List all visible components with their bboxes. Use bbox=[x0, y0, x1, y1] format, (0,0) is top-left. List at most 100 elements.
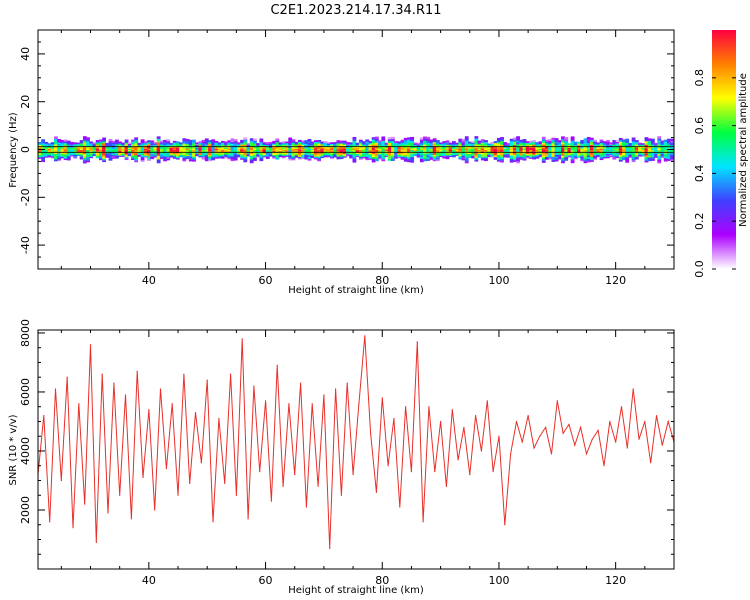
heatmap-cell bbox=[618, 141, 623, 144]
heatmap-cell bbox=[538, 143, 543, 146]
heatmap-cell bbox=[525, 156, 530, 159]
snr-data-point bbox=[84, 503, 86, 505]
heatmap-cell bbox=[487, 150, 492, 153]
heatmap-cell bbox=[368, 149, 373, 152]
heatmap-cell bbox=[397, 144, 402, 147]
heatmap-cell bbox=[551, 159, 556, 162]
heatmap-cell bbox=[634, 144, 639, 147]
heatmap-cell bbox=[400, 157, 405, 160]
heatmap-cell bbox=[474, 143, 479, 147]
heatmap-cell bbox=[230, 138, 235, 141]
heatmap-cell bbox=[182, 141, 187, 144]
heatmap-cell bbox=[108, 149, 113, 152]
snr-data-point bbox=[288, 403, 290, 405]
heatmap-cell bbox=[41, 152, 46, 156]
heatmap-cell bbox=[506, 147, 511, 150]
heatmap-cell bbox=[230, 158, 235, 162]
heatmap-cell bbox=[525, 141, 530, 143]
heatmap-cell bbox=[272, 149, 277, 152]
heatmap-cell bbox=[589, 146, 594, 149]
heatmap-cell bbox=[140, 152, 145, 156]
colorbar-tick-label: 0.4 bbox=[693, 165, 706, 183]
heatmap-cell bbox=[529, 154, 533, 157]
snr-data-point bbox=[165, 468, 167, 470]
heatmap-cell bbox=[220, 155, 225, 158]
heatmap-cell bbox=[140, 159, 145, 163]
heatmap-cell bbox=[346, 144, 350, 146]
snr-data-point bbox=[43, 414, 45, 417]
heatmap-cell bbox=[378, 141, 382, 144]
heatmap-cell bbox=[413, 148, 418, 151]
heatmap-cell bbox=[407, 147, 411, 151]
heatmap-cell bbox=[503, 148, 508, 151]
heatmap-cell bbox=[593, 152, 597, 155]
heatmap-cell bbox=[111, 155, 116, 158]
heatmap-cell bbox=[368, 142, 373, 145]
snr-data-point bbox=[282, 485, 284, 487]
heatmap-cell bbox=[442, 155, 447, 158]
snr-data-point bbox=[650, 462, 652, 464]
heatmap-cell bbox=[631, 137, 636, 140]
heatmap-cell bbox=[54, 153, 58, 156]
heatmap-cell bbox=[259, 155, 264, 158]
heatmap-cell bbox=[269, 153, 273, 156]
heatmap-cell bbox=[641, 153, 646, 156]
heatmap-cell bbox=[44, 154, 49, 157]
heatmap-cell bbox=[451, 142, 456, 145]
heatmap-cell bbox=[182, 149, 187, 152]
heatmap-cell bbox=[233, 145, 238, 148]
heatmap-cell bbox=[548, 144, 553, 148]
heatmap-cell bbox=[349, 148, 354, 151]
heatmap-cell bbox=[525, 153, 530, 155]
heatmap-cell bbox=[551, 156, 556, 159]
heatmap-cell bbox=[339, 146, 344, 149]
heatmap-cell bbox=[413, 149, 418, 152]
heatmap-cell bbox=[423, 143, 427, 147]
heatmap-cell bbox=[654, 147, 658, 149]
heatmap-cell bbox=[285, 147, 289, 149]
heatmap-cell bbox=[381, 138, 386, 141]
heatmap-cell bbox=[554, 156, 559, 159]
heatmap-cell bbox=[320, 152, 325, 155]
heatmap-cell bbox=[593, 156, 597, 159]
heatmap-cell bbox=[365, 157, 370, 161]
heatmap-cell bbox=[634, 146, 639, 149]
heatmap-cell bbox=[554, 147, 559, 151]
heatmap-cell bbox=[185, 145, 190, 148]
heatmap-cell bbox=[477, 143, 482, 146]
heatmap-cell bbox=[593, 146, 597, 149]
heatmap-cell bbox=[169, 148, 174, 151]
heatmap-cell bbox=[262, 143, 267, 145]
heatmap-cell bbox=[243, 152, 248, 156]
heatmap-cell bbox=[89, 148, 94, 151]
heatmap-cell bbox=[419, 156, 424, 159]
heatmap-cell bbox=[625, 144, 630, 147]
heatmap-cell bbox=[551, 146, 556, 149]
heatmap-cell bbox=[548, 140, 553, 143]
heatmap-cell bbox=[374, 147, 379, 151]
heatmap-cell bbox=[522, 146, 527, 149]
heatmap-cell bbox=[580, 155, 585, 159]
heatmap-cell bbox=[410, 149, 415, 152]
heatmap-cell bbox=[493, 153, 498, 156]
heatmap-cell bbox=[240, 149, 244, 152]
heatmap-cell bbox=[131, 156, 135, 159]
heatmap-cell bbox=[358, 139, 363, 142]
heatmap-cell bbox=[606, 152, 610, 155]
heatmap-cell bbox=[622, 144, 626, 147]
heatmap-cell bbox=[445, 154, 450, 157]
heatmap-cell bbox=[506, 144, 511, 146]
heatmap-cell bbox=[602, 146, 607, 149]
heatmap-cell bbox=[451, 141, 456, 143]
heatmap-cell bbox=[124, 153, 129, 156]
heatmap-cell bbox=[320, 148, 325, 151]
heatmap-cell bbox=[272, 155, 277, 158]
heatmap-cell bbox=[429, 149, 434, 152]
heatmap-cell bbox=[131, 141, 135, 144]
heatmap-cell bbox=[410, 147, 415, 151]
heatmap-cell bbox=[657, 147, 662, 151]
heatmap-cell bbox=[342, 150, 347, 153]
heatmap-cell bbox=[307, 140, 312, 144]
heatmap-cell bbox=[634, 157, 639, 160]
heatmap-cell bbox=[471, 142, 476, 145]
